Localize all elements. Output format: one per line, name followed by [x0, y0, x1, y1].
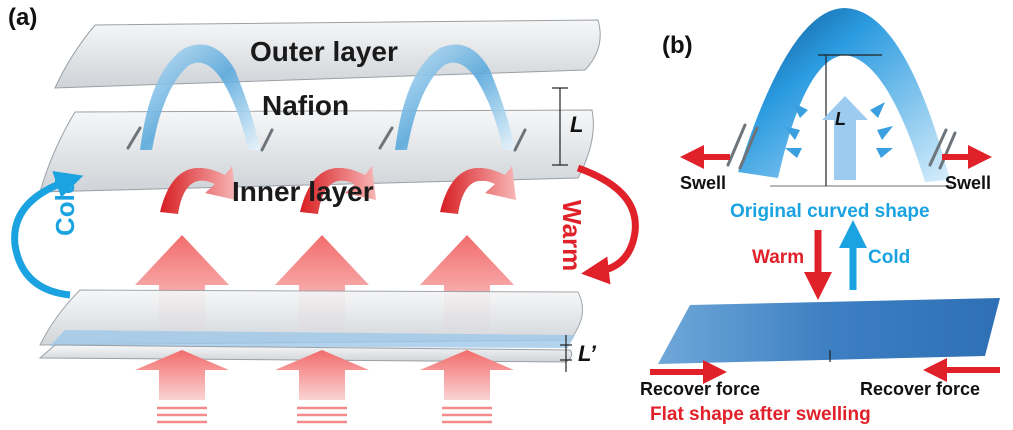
heat-stripes: [157, 406, 492, 424]
sheet-slits: [126, 126, 527, 152]
warm-label-a: Warm: [557, 200, 587, 272]
thickness-marker-bottom: [560, 335, 572, 372]
flat-nafion-band: [50, 330, 575, 348]
arch-l-label: L: [835, 109, 846, 129]
heat-curl-arrows: [160, 166, 516, 214]
cold-curve-arrow: [11, 171, 84, 299]
inner-layer-sheet: [39, 109, 594, 193]
arch-inner-arrows: [784, 96, 893, 180]
panel-b-tag: (b): [662, 32, 693, 59]
swell-right-label: Swell: [945, 173, 992, 193]
heat-up-arrows-upper: [135, 235, 514, 330]
recover-force-right-label: Recover force: [860, 379, 981, 399]
cold-label-b: Cold: [868, 247, 911, 268]
heat-up-arrows-lower: [135, 350, 514, 400]
swell-left-label: Swell: [680, 173, 727, 193]
outer-layer-label: Outer layer: [250, 36, 398, 67]
original-shape-label: Original curved shape: [730, 201, 930, 222]
inner-layer-label: Inner layer: [232, 176, 374, 207]
panel-a-tag: (a): [8, 4, 38, 31]
outer-layer-sheet: [54, 19, 601, 89]
arch-thickness-marker: [818, 54, 882, 186]
warm-curve-arrow: [576, 164, 639, 285]
flat-strip: [658, 298, 1000, 364]
thickness-l-label: L: [570, 112, 584, 137]
recover-force-left-label: Recover force: [640, 379, 761, 399]
arch-slits: [726, 123, 957, 170]
warm-label-b: Warm: [752, 247, 805, 268]
flat-shape-label: Flat shape after swelling: [650, 404, 871, 425]
thickness-marker-top: [552, 87, 568, 166]
nafion-wave-left: [140, 44, 260, 150]
nafion-label: Nafion: [262, 90, 350, 121]
thickness-l-prime-label: L’: [578, 341, 596, 366]
cold-label-a: Cold: [50, 178, 80, 236]
curved-arch: [738, 8, 950, 182]
nafion-wave-right: [395, 44, 515, 150]
